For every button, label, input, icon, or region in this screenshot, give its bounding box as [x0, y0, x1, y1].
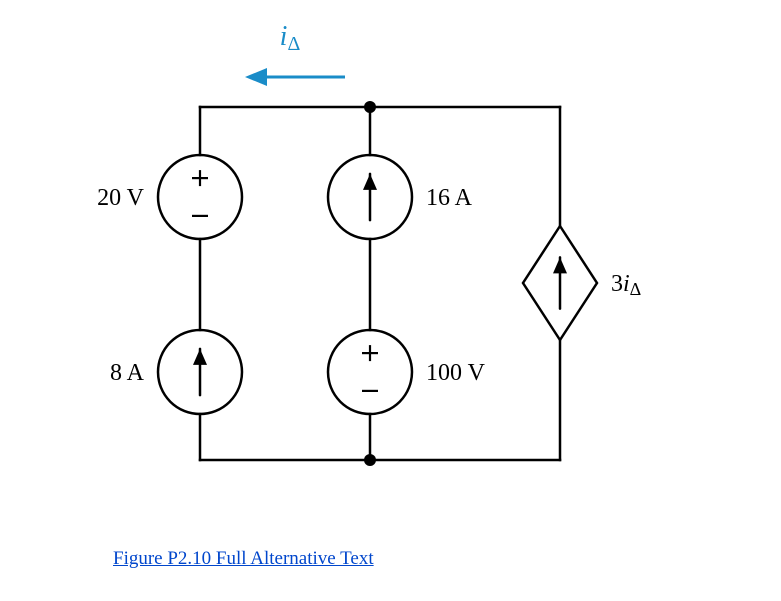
figure-container: 20 V 8 A 16 A 100 V 3iΔ iΔ Figure P2.10 Full …	[0, 0, 781, 601]
label-20v: 20 V	[97, 185, 145, 211]
label-3idelta: 3iΔ	[611, 271, 641, 299]
figure-caption-link[interactable]: Figure P2.10 Full Alternative Text	[113, 548, 374, 570]
label-8a: 8 A	[110, 360, 145, 386]
current-arrowhead-idelta	[245, 68, 267, 86]
current-source-8a	[158, 330, 242, 414]
label-idelta: iΔ	[280, 21, 301, 55]
voltage-source-20v	[158, 155, 242, 239]
voltage-source-100v	[328, 330, 412, 414]
circuit-svg: 20 V 8 A 16 A 100 V 3iΔ iΔ	[0, 0, 781, 601]
dependent-current-source	[523, 226, 597, 340]
label-16a: 16 A	[426, 185, 473, 211]
label-100v: 100 V	[426, 360, 486, 386]
current-source-16a	[328, 155, 412, 239]
node-dot-1	[364, 454, 376, 466]
node-dot-0	[364, 101, 376, 113]
